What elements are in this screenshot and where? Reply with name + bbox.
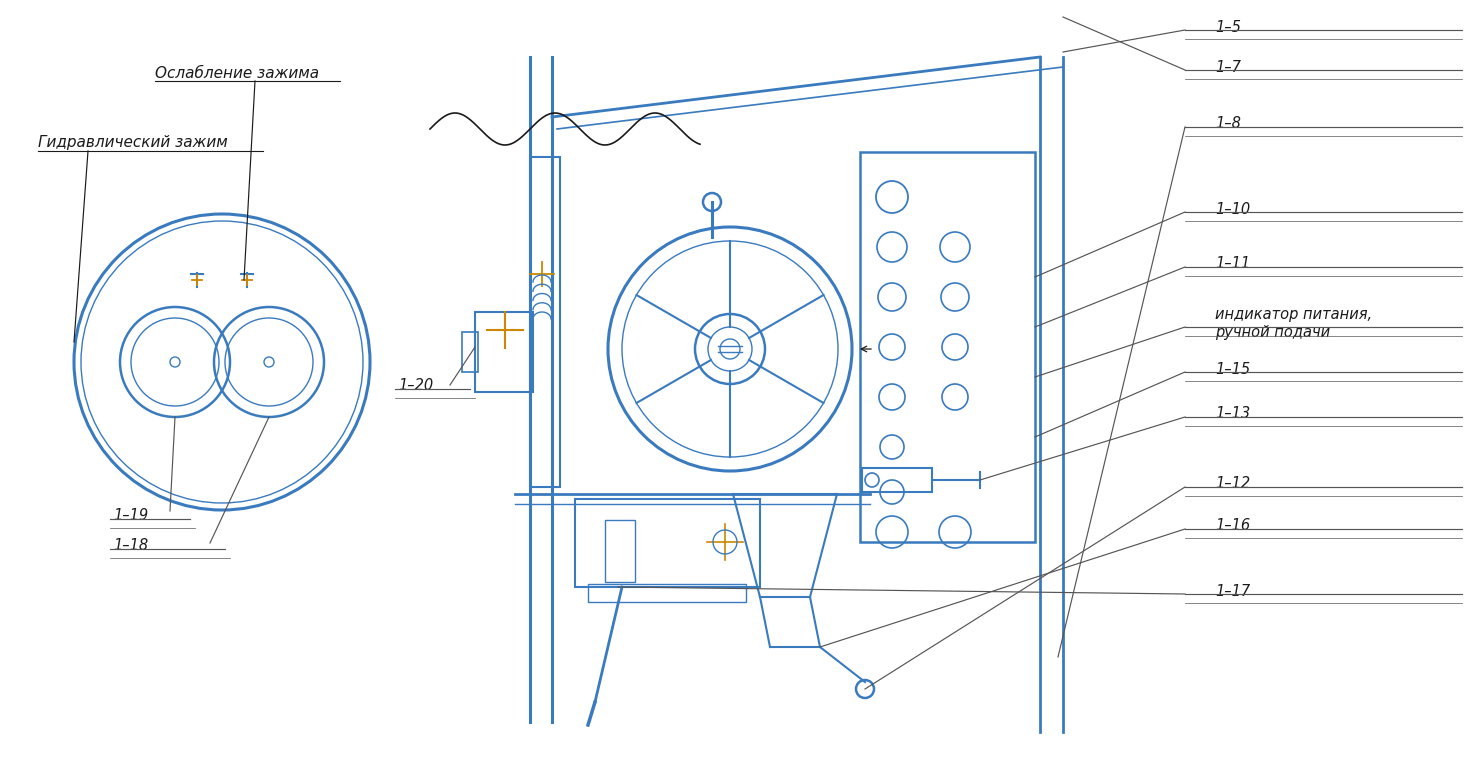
Text: 1–18: 1–18 bbox=[113, 538, 148, 552]
Text: индикатор питания,: индикатор питания, bbox=[1216, 308, 1373, 322]
Bar bbox=[575, 499, 760, 587]
Text: Ослабление зажима: Ослабление зажима bbox=[156, 65, 319, 81]
Bar bbox=[605, 520, 636, 582]
Text: 1–15: 1–15 bbox=[1216, 361, 1251, 377]
Bar bbox=[860, 152, 1035, 542]
Text: 1–12: 1–12 bbox=[1216, 476, 1251, 492]
Text: 1–17: 1–17 bbox=[1216, 584, 1251, 598]
Bar bbox=[476, 312, 533, 392]
Text: 1–20: 1–20 bbox=[398, 378, 433, 392]
Text: ручной подачи: ручной подачи bbox=[1216, 326, 1330, 340]
Bar bbox=[589, 584, 746, 602]
Text: 1–16: 1–16 bbox=[1216, 518, 1251, 534]
Bar bbox=[862, 468, 932, 492]
Text: 1–10: 1–10 bbox=[1216, 201, 1251, 217]
Text: Гидравлический зажим: Гидравлический зажим bbox=[38, 135, 228, 151]
Text: 1–7: 1–7 bbox=[1216, 60, 1240, 75]
Text: 1–5: 1–5 bbox=[1216, 19, 1240, 34]
Text: 1–8: 1–8 bbox=[1216, 117, 1240, 131]
Text: 1–19: 1–19 bbox=[113, 507, 148, 522]
Bar bbox=[462, 332, 479, 372]
Bar bbox=[530, 157, 559, 487]
Text: 1–13: 1–13 bbox=[1216, 406, 1251, 421]
Text: 1–11: 1–11 bbox=[1216, 256, 1251, 271]
